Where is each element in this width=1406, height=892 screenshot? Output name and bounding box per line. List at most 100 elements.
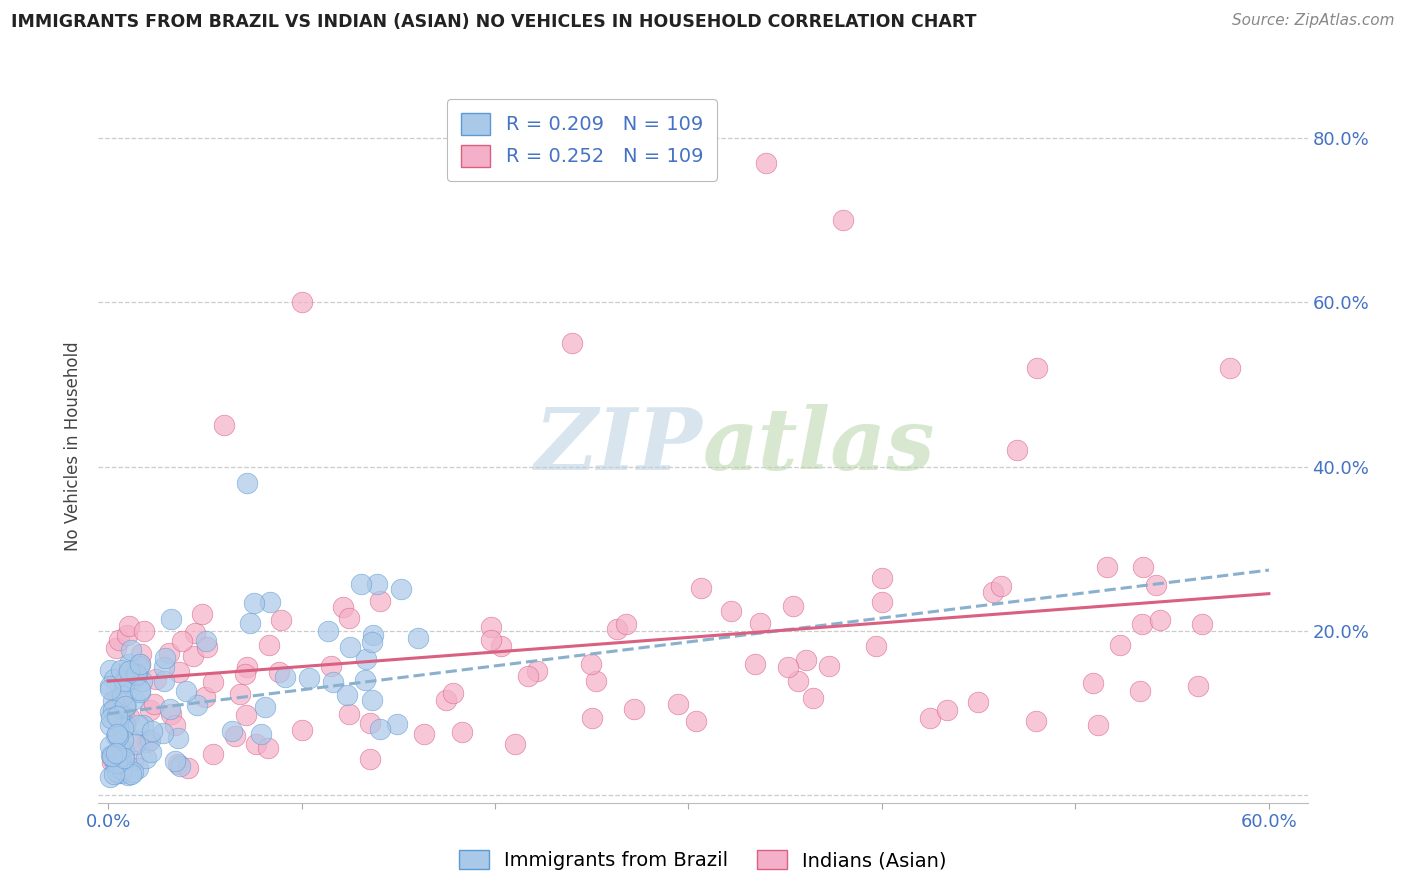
Point [118,710,141,724]
Point [118,619,141,633]
Point [167,756,190,771]
Point [614,617,637,632]
Point [749,616,772,631]
Point [170,634,193,648]
Point [322,674,344,689]
Point [111,762,134,776]
Point [128,657,150,671]
Point [111,750,134,764]
Point [319,659,342,673]
Point [1025,361,1047,376]
Point [366,577,388,591]
Point [105,641,128,656]
Point [720,604,742,618]
Point [110,663,132,677]
Point [117,628,139,642]
Point [111,765,134,780]
Point [112,676,135,690]
Point [966,695,988,709]
Point [108,709,131,723]
Point [479,620,502,634]
Point [112,742,135,756]
Point [160,707,183,722]
Point [177,761,200,775]
Point [115,668,138,682]
Point [361,635,384,649]
Point [129,647,152,661]
Text: Source: ZipAtlas.com: Source: ZipAtlas.com [1232,13,1395,29]
Point [101,755,124,769]
Point [195,640,218,654]
Point [235,707,257,722]
Point [434,693,457,707]
Point [685,714,707,728]
Point [145,673,167,687]
Point [1095,560,1118,574]
Point [132,624,155,639]
Point [259,595,281,609]
Point [776,660,799,674]
Point [1108,638,1130,652]
Point [128,682,150,697]
Point [105,747,128,761]
Point [98,739,121,753]
Point [361,693,384,707]
Point [666,697,689,711]
Point [316,624,339,638]
Point [870,571,893,585]
Point [503,737,526,751]
Point [253,700,276,714]
Point [122,754,145,768]
Point [139,733,162,747]
Point [336,688,359,702]
Legend: Immigrants from Brazil, Indians (Asian): Immigrants from Brazil, Indians (Asian) [451,842,955,878]
Point [107,729,129,743]
Point [1191,616,1213,631]
Point [257,638,280,652]
Point [339,707,361,722]
Point [111,721,134,735]
Point [107,753,129,767]
Point [107,765,129,780]
Point [103,749,125,764]
Point [690,581,713,595]
Point [118,657,141,671]
Text: ZIP: ZIP [536,404,703,488]
Point [110,754,132,768]
Point [108,744,131,758]
Point [117,768,139,782]
Point [122,671,145,685]
Point [138,703,160,717]
Point [108,690,131,704]
Point [526,665,548,679]
Point [105,764,128,779]
Point [233,667,256,681]
Point [291,723,314,738]
Point [1007,443,1029,458]
Point [918,711,941,725]
Point [236,660,259,674]
Point [129,657,152,672]
Point [101,703,124,717]
Point [110,741,132,756]
Point [115,699,138,714]
Point [1144,577,1167,591]
Point [229,687,252,701]
Point [581,711,603,725]
Point [103,694,125,708]
Point [201,747,224,761]
Point [139,745,162,759]
Point [354,652,377,666]
Point [105,726,128,740]
Point [1132,560,1154,574]
Text: IMMIGRANTS FROM BRAZIL VS INDIAN (ASIAN) NO VEHICLES IN HOUSEHOLD CORRELATION CH: IMMIGRANTS FROM BRAZIL VS INDIAN (ASIAN)… [11,13,977,31]
Legend: R = 0.209   N = 109, R = 0.252   N = 109: R = 0.209 N = 109, R = 0.252 N = 109 [447,99,717,181]
Point [290,295,312,310]
Point [98,770,121,784]
Point [128,659,150,673]
Point [349,576,371,591]
Point [181,649,204,664]
Point [363,628,385,642]
Point [141,724,163,739]
Point [120,643,142,657]
